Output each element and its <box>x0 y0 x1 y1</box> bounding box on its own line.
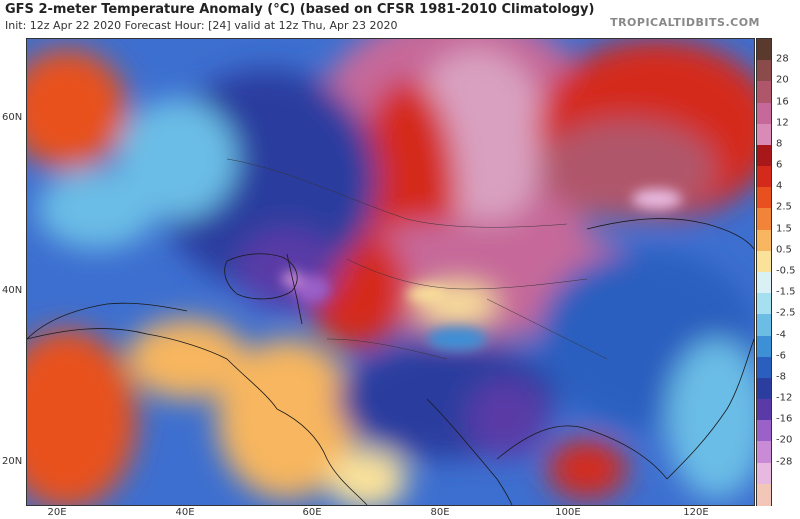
colorbar-tick-label: -20 <box>776 434 793 446</box>
lat-label-40n: 40N <box>2 285 23 296</box>
colorbar-tick-label: 28 <box>776 53 789 65</box>
colorbar-swatch <box>757 293 771 316</box>
map-title: GFS 2-meter Temperature Anomaly (°C) (ba… <box>5 2 595 17</box>
lon-label-40e: 40E <box>175 507 195 518</box>
colorbar-tick-label: 1.5 <box>776 223 792 235</box>
lat-label-20n: 20N <box>2 456 23 467</box>
colorbar-tick-label: 20 <box>776 74 789 86</box>
colorbar-swatch <box>757 123 771 146</box>
lon-label-100e: 100E <box>555 507 581 518</box>
colorbar-tick-label: -4 <box>776 329 786 341</box>
lon-label-60e: 60E <box>302 507 322 518</box>
colorbar-tick-label: -16 <box>776 413 793 425</box>
header: GFS 2-meter Temperature Anomaly (°C) (ba… <box>0 0 800 36</box>
country-borders <box>226 158 608 360</box>
anomaly-detail <box>282 189 682 351</box>
colorbar-swatch <box>757 81 771 104</box>
anomaly-map-svg <box>27 39 754 505</box>
colorbar-swatch <box>757 356 771 379</box>
colorbar-swatch <box>757 229 771 252</box>
colorbar-swatch <box>757 420 771 443</box>
colorbar-tick-label: 4 <box>776 180 783 192</box>
lon-label-80e: 80E <box>430 507 450 518</box>
colorbar-swatch <box>757 462 771 485</box>
colorbar-tick-label: 2.5 <box>776 201 792 213</box>
colorbar-tick-label: -1.5 <box>776 286 796 298</box>
colorbar-swatch <box>757 483 771 506</box>
colorbar-tick-label: -8 <box>776 371 786 383</box>
colorbar-swatch <box>757 102 771 125</box>
colorbar-swatch <box>757 272 771 294</box>
colorbar-tick-label: 12 <box>776 117 789 129</box>
colorbar-tick-label: -2.5 <box>776 307 796 319</box>
coastlines <box>27 218 754 505</box>
colorbar-tick-label: 16 <box>776 96 789 108</box>
colorbar-swatch <box>757 144 771 167</box>
colorbar-tick-label: 8 <box>776 138 783 150</box>
colorbar-swatch <box>757 60 771 83</box>
colorbar-tick-label: -0.5 <box>776 265 796 277</box>
colorbar-swatch <box>757 39 771 61</box>
colorbar-tick-label: 0.5 <box>776 244 792 256</box>
anomaly-map <box>26 38 755 506</box>
brand-watermark: TROPICALTIDBITS.COM <box>610 16 760 29</box>
lat-label-60n: 60N <box>2 112 23 123</box>
forecast-info: Init: 12z Apr 22 2020 Forecast Hour: [24… <box>5 19 398 32</box>
lon-label-120e: 120E <box>683 507 709 518</box>
colorbar-swatch <box>757 399 771 422</box>
colorbar-tick-label: -6 <box>776 350 786 362</box>
colorbar-tick-label: -28 <box>776 456 793 468</box>
colorbar-swatch <box>757 441 771 464</box>
colorbar-swatch <box>757 250 771 273</box>
colorbar-swatch <box>757 314 771 337</box>
lon-label-20e: 20E <box>47 507 67 518</box>
colorbar <box>756 38 772 506</box>
colorbar-swatch <box>757 208 771 231</box>
colorbar-tick-label: -12 <box>776 392 793 404</box>
colorbar-tick-label: 6 <box>776 159 783 171</box>
colorbar-swatch <box>757 187 771 210</box>
colorbar-swatch <box>757 335 771 358</box>
colorbar-swatch <box>757 377 771 400</box>
colorbar-swatch <box>757 166 771 189</box>
